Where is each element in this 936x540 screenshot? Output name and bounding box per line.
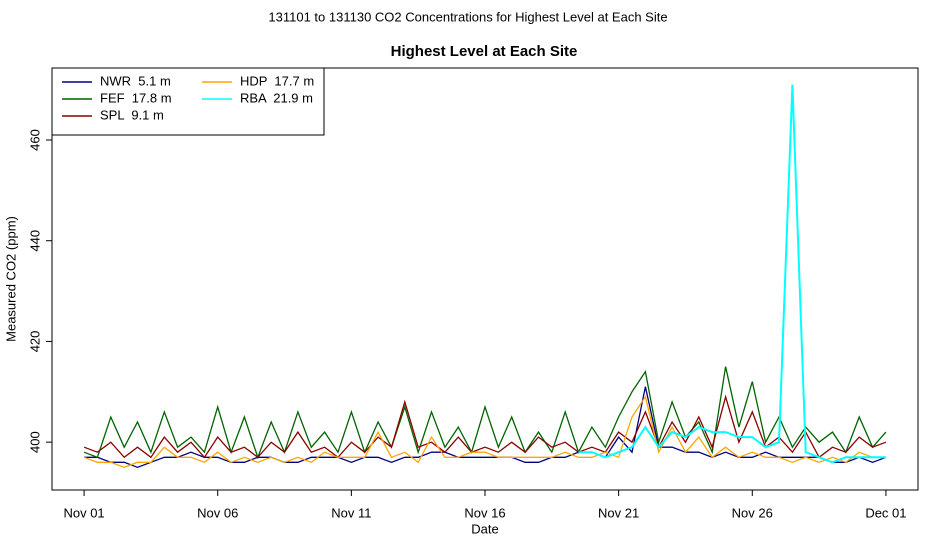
- legend-label: NWR 5.1 m: [100, 73, 171, 88]
- series-line: [83, 395, 886, 468]
- x-tick-label: Nov 11: [331, 505, 371, 520]
- y-tick-label: 420: [27, 331, 42, 353]
- x-tick-label: Nov 26: [732, 505, 773, 520]
- series-line: [84, 386, 887, 468]
- y-axis-label: Measured CO2 (ppm): [3, 216, 18, 342]
- y-tick-label: 440: [27, 230, 42, 252]
- legend-label: RBA 21.9 m: [240, 90, 313, 105]
- chart-title: 131101 to 131130 CO2 Concentrations for …: [268, 9, 667, 24]
- legend-label: HDP 17.7 m: [240, 73, 314, 88]
- legend-label: FEF 17.8 m: [100, 90, 172, 105]
- chart-subtitle: Highest Level at Each Site: [391, 43, 578, 60]
- x-tick-label: Nov 06: [197, 505, 238, 520]
- x-tick-label: Nov 01: [63, 505, 104, 520]
- legend-box: [51, 67, 325, 136]
- x-tick-label: Dec 01: [865, 505, 906, 520]
- y-tick-label: 400: [27, 431, 42, 453]
- x-axis-label: Date: [471, 521, 498, 536]
- series-line: [578, 84, 886, 464]
- y-tick-label: 460: [27, 129, 42, 151]
- x-tick-label: Nov 21: [598, 505, 639, 520]
- legend-label: SPL 9.1 m: [100, 107, 164, 122]
- series-line: [83, 366, 887, 460]
- x-tick-label: Nov 16: [464, 505, 505, 520]
- series-line: [83, 394, 887, 459]
